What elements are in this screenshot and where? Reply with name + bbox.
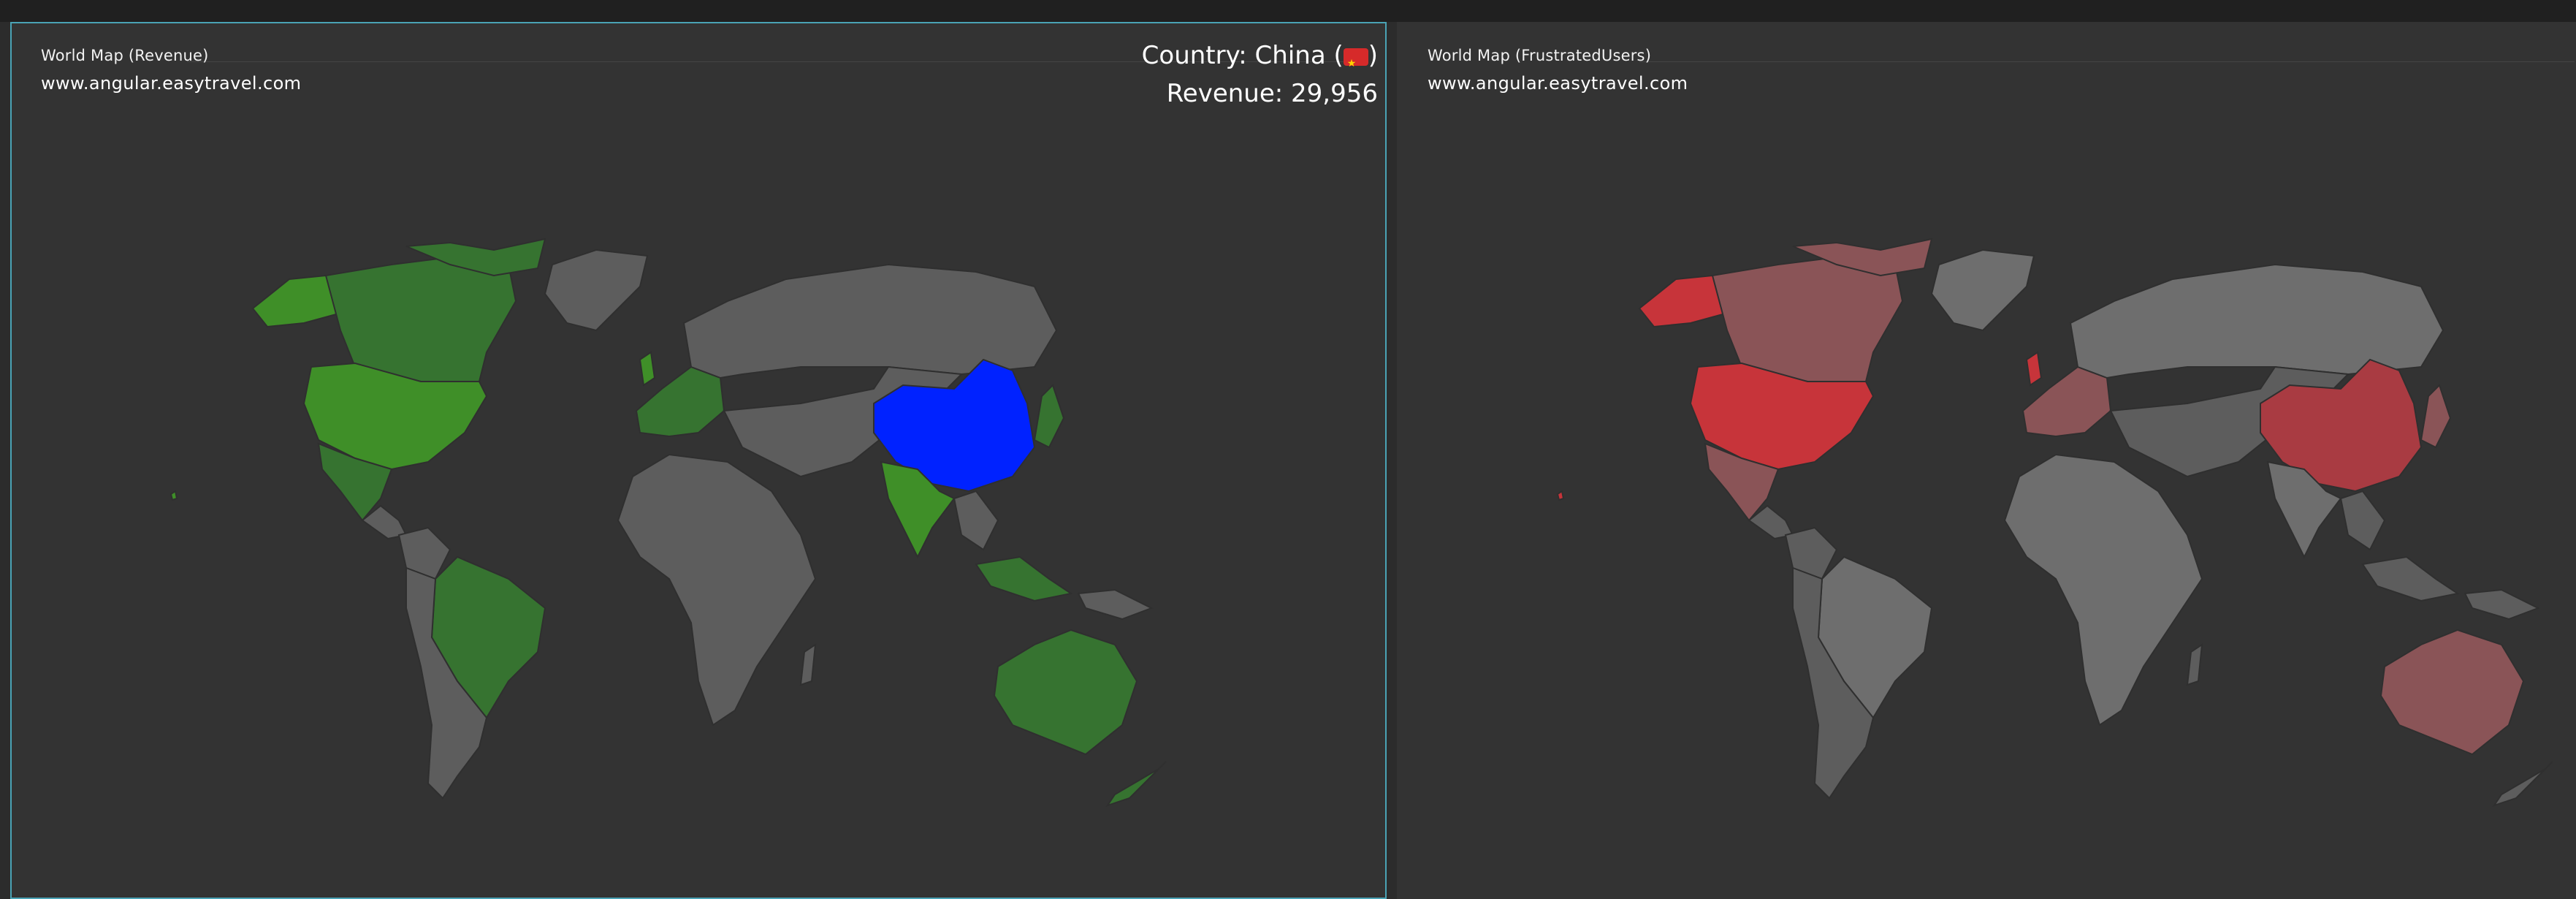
map-country-colombia[interactable] — [397, 526, 451, 580]
map-country-central-america[interactable] — [361, 504, 408, 540]
map-country-hawaii[interactable] — [1556, 490, 1565, 501]
map-country-mexico[interactable] — [1704, 442, 1780, 522]
map-country-uk[interactable] — [2025, 351, 2043, 387]
frustrated-users-world-map[interactable] — [1398, 23, 2575, 898]
map-country-madagascar[interactable] — [2186, 642, 2203, 686]
map-country-colombia[interactable] — [1784, 526, 1838, 580]
tile-header-divider — [187, 61, 1356, 62]
map-country-new-zealand[interactable] — [1105, 761, 1167, 807]
map-country-southeast-asia[interactable] — [2339, 490, 2386, 551]
map-country-india[interactable] — [880, 460, 956, 559]
map-country-papua[interactable] — [2463, 588, 2540, 621]
tile-subtitle[interactable]: www.angular.easytravel.com — [41, 73, 302, 94]
map-country-africa[interactable] — [617, 453, 817, 727]
map-country-china[interactable] — [2260, 358, 2423, 493]
map-country-china[interactable] — [873, 358, 1036, 493]
map-tooltip: Country: China () Revenue: 29,956 — [1142, 37, 1378, 113]
tile-title: World Map (Revenue) — [41, 47, 209, 64]
map-country-indonesia[interactable] — [975, 555, 1073, 602]
world-map-frustrated-users-tile[interactable]: World Map (FrustratedUsers) www.angular.… — [1397, 22, 2576, 899]
tile-subtitle[interactable]: www.angular.easytravel.com — [1428, 73, 1688, 94]
map-country-africa[interactable] — [2003, 453, 2203, 727]
map-country-madagascar[interactable] — [799, 642, 817, 686]
map-country-usa[interactable] — [1689, 362, 1875, 471]
china-flag-icon — [1343, 45, 1368, 83]
map-country-arctic-islands[interactable] — [405, 238, 546, 277]
map-country-southeast-asia[interactable] — [953, 490, 999, 551]
tooltip-country-suffix: ) — [1368, 41, 1378, 70]
map-country-australia[interactable] — [2379, 629, 2525, 756]
map-country-scandinavia-russia[interactable] — [2069, 263, 2444, 379]
map-country-south-america-west[interactable] — [405, 566, 488, 800]
map-country-australia[interactable] — [993, 629, 1138, 756]
tooltip-revenue: Revenue: 29,956 — [1166, 79, 1378, 108]
map-country-japan[interactable] — [1033, 384, 1065, 449]
map-country-india[interactable] — [2266, 460, 2342, 559]
map-country-arctic-islands[interactable] — [1792, 238, 1933, 277]
map-country-canada[interactable] — [1711, 256, 1904, 382]
map-country-indonesia[interactable] — [2361, 555, 2460, 602]
app-top-bar — [0, 0, 2576, 22]
tile-header-divider — [1639, 61, 2575, 62]
map-country-new-zealand[interactable] — [2492, 761, 2553, 807]
map-country-mexico[interactable] — [317, 442, 393, 522]
map-country-japan[interactable] — [2420, 384, 2452, 449]
revenue-world-map[interactable] — [12, 23, 1385, 898]
map-country-canada[interactable] — [324, 256, 517, 382]
tile-title: World Map (FrustratedUsers) — [1428, 47, 1652, 64]
map-country-greenland[interactable] — [1930, 249, 2035, 332]
map-country-scandinavia-russia[interactable] — [682, 263, 1058, 379]
tooltip-country-prefix: Country: China ( — [1141, 41, 1344, 70]
map-country-papua[interactable] — [1077, 588, 1154, 621]
map-country-greenland[interactable] — [544, 249, 649, 332]
world-map-revenue-tile[interactable]: World Map (Revenue) www.angular.easytrav… — [10, 22, 1387, 899]
map-country-south-america-west[interactable] — [1792, 566, 1875, 800]
map-country-central-america[interactable] — [1748, 504, 1794, 540]
map-country-uk[interactable] — [639, 351, 656, 387]
map-country-hawaii[interactable] — [169, 490, 178, 501]
map-country-usa[interactable] — [302, 362, 488, 471]
